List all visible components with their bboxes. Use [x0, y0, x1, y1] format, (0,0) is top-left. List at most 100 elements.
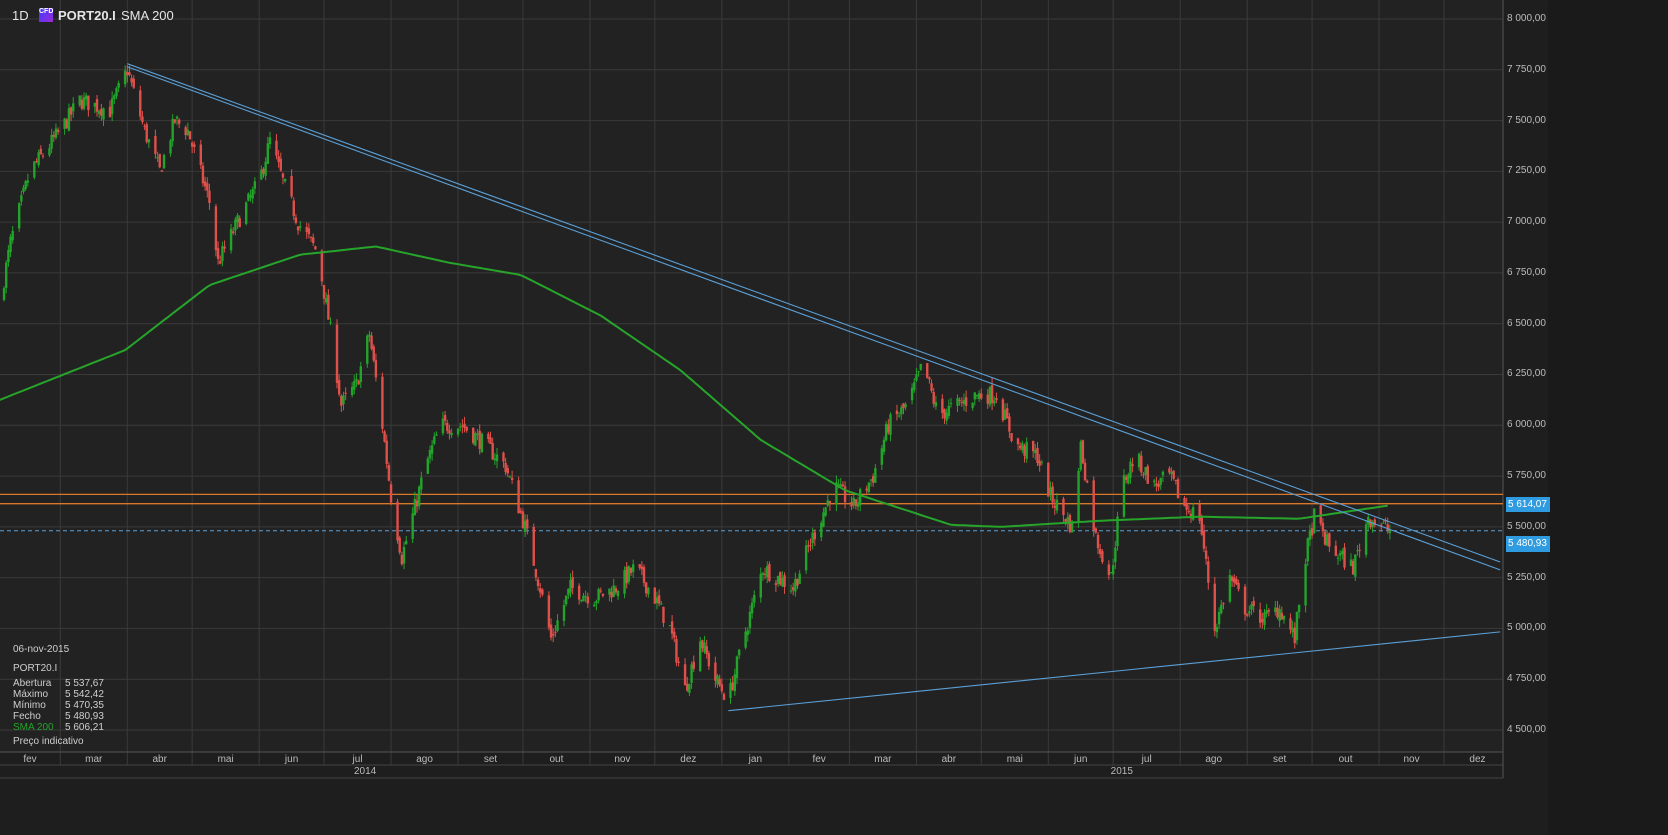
candle-body: [398, 537, 401, 553]
timeframe-button[interactable]: 1D: [12, 8, 29, 23]
candle-body: [2, 288, 6, 300]
candle-body: [822, 512, 825, 527]
candle-body: [433, 436, 436, 444]
candle-body: [219, 261, 222, 264]
month-label: mai: [1007, 754, 1023, 765]
month-label: dez: [1469, 754, 1485, 765]
candle-body: [1384, 520, 1387, 522]
candle-body: [934, 402, 938, 407]
plot-area: [0, 0, 1503, 752]
y-tick-label: 5 000,00: [1507, 622, 1546, 634]
candle-body: [1343, 547, 1346, 568]
candle-body: [359, 366, 362, 383]
candle-body: [791, 587, 795, 591]
candle-body: [1023, 445, 1026, 456]
candle-body: [1334, 545, 1338, 556]
candle-body: [1122, 475, 1126, 517]
candle-body: [1144, 467, 1147, 475]
candle-body: [510, 477, 514, 481]
candle-body: [383, 431, 386, 442]
candle-body: [919, 363, 922, 370]
candle-body: [1127, 474, 1130, 484]
candle-body: [990, 385, 994, 404]
candle-body: [446, 422, 449, 431]
candle-body: [763, 573, 767, 575]
candle-body: [973, 392, 976, 400]
candle-body: [216, 248, 220, 259]
candle-body: [480, 433, 484, 453]
candle-body: [986, 394, 989, 404]
candle-body: [655, 597, 659, 604]
candle-body: [781, 577, 784, 587]
candle-body: [199, 144, 202, 165]
candle-body: [705, 646, 708, 655]
candle-body: [322, 285, 326, 299]
candle-body: [677, 661, 680, 663]
candle-body: [299, 226, 302, 228]
candle-body: [895, 410, 899, 415]
candle-body: [750, 602, 754, 614]
candle-body: [958, 399, 961, 401]
candle-body: [865, 488, 868, 491]
candle-body: [1200, 517, 1204, 535]
candle-body: [1261, 619, 1264, 623]
candle-body: [1258, 609, 1262, 623]
month-label: out: [1339, 754, 1353, 765]
trendline: [127, 63, 1501, 563]
candle-body: [214, 206, 218, 251]
candle-body: [184, 127, 187, 136]
candle-body: [169, 140, 172, 154]
candle-body: [1336, 557, 1340, 559]
candle-body: [1202, 530, 1206, 549]
candle-body: [474, 433, 477, 446]
candle-body: [95, 99, 99, 112]
candle-body: [417, 486, 421, 507]
candle-body: [279, 158, 282, 171]
candle-body: [716, 675, 719, 685]
candle-body: [1267, 610, 1271, 612]
candle-body: [1174, 479, 1178, 482]
candle-body: [720, 684, 724, 692]
candle-body: [1114, 547, 1117, 563]
candle-body: [930, 383, 933, 391]
candle-body: [193, 144, 196, 147]
candle-body: [1142, 474, 1145, 476]
candle-body: [1235, 578, 1238, 585]
candle-body: [662, 606, 665, 624]
candle-body: [1295, 611, 1299, 641]
month-label: jun: [1073, 754, 1087, 765]
symbol-label[interactable]: PORT20.I: [58, 8, 116, 23]
candle-body: [796, 578, 799, 586]
candle-body: [63, 118, 66, 129]
candle-body: [971, 402, 974, 409]
candle-body: [1172, 470, 1175, 479]
y-tick-label: 6 750,00: [1507, 266, 1546, 278]
candle-body: [962, 399, 966, 405]
candle-body: [1367, 516, 1370, 525]
candle-body: [1183, 497, 1186, 507]
candle-body: [647, 587, 650, 595]
candle-body: [1146, 466, 1149, 484]
candle-body: [841, 484, 845, 487]
candle-body: [1358, 549, 1361, 551]
candle-body: [1386, 524, 1389, 531]
candle-body: [1131, 464, 1134, 466]
candle-body: [733, 674, 737, 692]
candle-body: [690, 664, 693, 683]
candle-body: [889, 414, 892, 435]
candle-body: [415, 500, 419, 507]
info-symbol: PORT20.I: [13, 663, 58, 674]
indicator-label[interactable]: SMA 200: [121, 8, 174, 23]
candle-body: [413, 498, 417, 516]
candle-body: [48, 148, 51, 156]
candle-body: [882, 439, 886, 452]
candle-body: [549, 624, 553, 638]
candle-body: [327, 294, 330, 320]
month-label: set: [484, 754, 498, 765]
candle-body: [608, 588, 611, 595]
candle-body: [913, 382, 916, 391]
candle-body: [67, 108, 71, 131]
candle-body: [37, 152, 40, 166]
candle-body: [72, 103, 75, 112]
